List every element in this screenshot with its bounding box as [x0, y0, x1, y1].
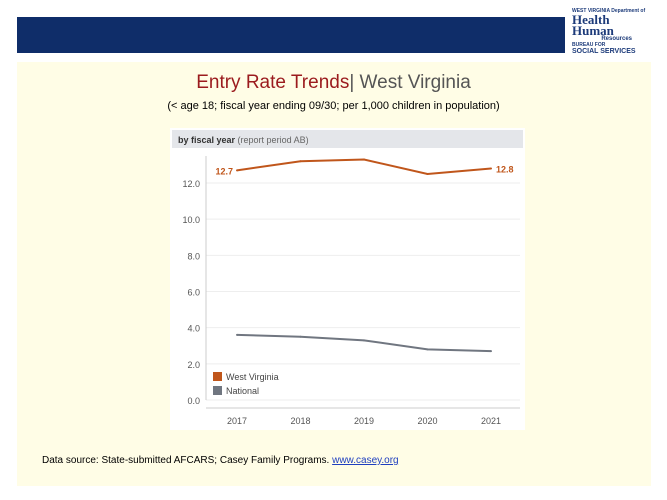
y-tick-label: 6.0	[187, 288, 200, 298]
data-point	[299, 160, 302, 163]
x-tick-label: 2018	[290, 416, 310, 426]
header-bar	[17, 17, 565, 53]
title-sep: |	[349, 72, 360, 93]
logo-text: BUREAU FOR	[572, 42, 606, 48]
logo-text: SOCIAL SERVICES	[572, 48, 636, 55]
wv-dhhr-logo: WEST VIRGINIA Department of Health Human…	[572, 8, 662, 58]
line-chart: by fiscal year (report period AB) 0.0 2.0 4…	[172, 130, 523, 426]
x-tick-label: 2019	[354, 416, 374, 426]
data-point	[426, 172, 429, 175]
data-label: 12.8	[496, 165, 514, 175]
data-point	[363, 158, 365, 161]
legend-label: West Virginia	[226, 372, 279, 382]
data-point	[426, 348, 429, 351]
x-tick-label: 2017	[227, 416, 247, 426]
series-line-national	[236, 333, 492, 353]
data-point	[490, 350, 492, 353]
chart: by fiscal year (report period AB) 0.0 2.0 4…	[170, 128, 525, 430]
y-tick-label: 2.0	[187, 360, 200, 370]
subtitle: (< age 18; fiscal year ending 09/30; per…	[167, 100, 500, 112]
title-state: West Virginia	[359, 72, 471, 93]
data-source: Data source: State-submitted AFCARS; Cas…	[42, 455, 399, 466]
y-tick-label: 0.0	[187, 396, 200, 406]
chart-header-bg	[172, 130, 523, 148]
x-tick-label: 2020	[417, 416, 437, 426]
title-main: Entry Rate Trends	[196, 72, 350, 93]
legend-swatch	[213, 386, 222, 395]
chart-header: by fiscal year (report period AB)	[178, 135, 309, 145]
logo-text: Health	[572, 12, 610, 27]
y-tick-label: 12.0	[182, 179, 200, 189]
legend-swatch	[213, 372, 222, 381]
data-point	[236, 169, 238, 172]
data-label: 12.7	[215, 166, 233, 176]
page-title: Entry Rate Trends| West Virginia	[0, 72, 667, 94]
x-tick-label: 2021	[481, 416, 501, 426]
logo-text: Human	[572, 23, 614, 38]
legend-label: National	[226, 386, 259, 396]
data-point	[236, 333, 238, 336]
y-tick-label: 8.0	[187, 251, 200, 261]
y-tick-label: 10.0	[182, 215, 200, 225]
source-link[interactable]: www.casey.org	[332, 455, 399, 466]
logo-text: WEST VIRGINIA Department of	[572, 8, 646, 14]
series-line-west-virginia	[236, 158, 492, 175]
logo-text: Resources	[601, 36, 632, 42]
data-point	[363, 339, 365, 342]
source-text: Data source: State-submitted AFCARS; Cas…	[42, 455, 333, 466]
data-point	[299, 335, 302, 338]
data-point	[490, 167, 492, 170]
y-tick-label: 4.0	[187, 324, 200, 334]
